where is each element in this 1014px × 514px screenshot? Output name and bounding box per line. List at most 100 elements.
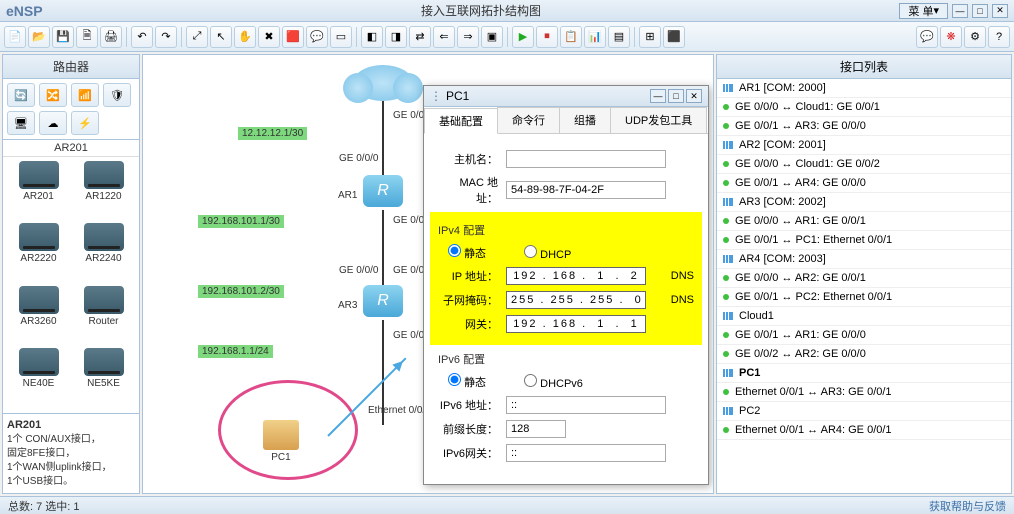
ipv4-static-radio[interactable]: [448, 244, 461, 257]
tb-saveas-icon[interactable]: 🗎: [76, 26, 98, 48]
device-item[interactable]: NE5KE: [72, 348, 135, 408]
device-item[interactable]: NE40E: [7, 348, 70, 408]
tb-huawei-icon[interactable]: ❋: [940, 26, 962, 48]
dialog-tabs: 基础配置 命令行 组播 UDP发包工具: [424, 107, 708, 134]
ip-input[interactable]: [506, 267, 646, 285]
menu-button[interactable]: 菜 单 ▾: [899, 3, 948, 19]
device-icon: [19, 223, 59, 251]
tb-open-icon[interactable]: 📂: [28, 26, 50, 48]
tb-delete-icon[interactable]: ✖: [258, 26, 280, 48]
ipv6-dhcp-radio[interactable]: [524, 374, 537, 387]
tb-settings-icon[interactable]: ⚙: [964, 26, 986, 48]
tab-udp[interactable]: UDP发包工具: [610, 107, 707, 133]
device-item[interactable]: AR201: [7, 161, 70, 221]
device-subheader: AR201: [3, 140, 139, 157]
cat-pc-icon[interactable]: 🖥: [7, 111, 35, 135]
status-help-link[interactable]: 获取帮助与反馈: [929, 498, 1006, 514]
tb-help-icon[interactable]: ?: [988, 26, 1010, 48]
cat-router-icon[interactable]: 🔄: [7, 83, 35, 107]
interface-port[interactable]: GE 0/0/0 ↔ Cloud1: GE 0/0/2: [717, 155, 1011, 174]
tb-left-icon[interactable]: ⇐: [433, 26, 455, 48]
tb-capture-icon[interactable]: 📋: [560, 26, 582, 48]
tb-remove-icon[interactable]: 🟥: [282, 26, 304, 48]
interface-device[interactable]: Cloud1: [717, 307, 1011, 326]
interface-port[interactable]: GE 0/0/0 ↔ AR2: GE 0/0/1: [717, 269, 1011, 288]
tb-grid-icon[interactable]: ⊞: [639, 26, 661, 48]
device-item[interactable]: AR3260: [7, 286, 70, 346]
interface-port[interactable]: GE 0/0/0 ↔ AR1: GE 0/0/1: [717, 212, 1011, 231]
device-item[interactable]: AR2220: [7, 223, 70, 283]
topology-canvas[interactable]: Cloud1 GE 0/0/1 12.12.12.1/30 GE 0/0/0 R…: [142, 54, 714, 494]
gw-input[interactable]: [506, 315, 646, 333]
tab-multicast[interactable]: 组播: [559, 107, 611, 133]
interface-port[interactable]: GE 0/0/1 ↔ AR4: GE 0/0/0: [717, 174, 1011, 193]
tb-start-icon[interactable]: ▶: [512, 26, 534, 48]
tb-connect-icon[interactable]: ⇄: [409, 26, 431, 48]
interface-device[interactable]: AR4 [COM: 2003]: [717, 250, 1011, 269]
node-ar3[interactable]: R: [363, 285, 403, 317]
device-item[interactable]: AR2240: [72, 223, 135, 283]
tb-rect-icon[interactable]: ▭: [330, 26, 352, 48]
tb-save-icon[interactable]: 💾: [52, 26, 74, 48]
host-input[interactable]: [506, 150, 666, 168]
mask-input[interactable]: [506, 291, 646, 309]
ipv6gw-input[interactable]: [506, 444, 666, 462]
tab-cli[interactable]: 命令行: [497, 107, 560, 133]
ipv6addr-input[interactable]: [506, 396, 666, 414]
interface-device[interactable]: PC1: [717, 364, 1011, 383]
interface-port[interactable]: GE 0/0/1 ↔ AR1: GE 0/0/0: [717, 326, 1011, 345]
node-ar1[interactable]: R: [363, 175, 403, 207]
ipv4-dhcp-radio[interactable]: [524, 245, 537, 258]
tb-shape2-icon[interactable]: ◨: [385, 26, 407, 48]
cat-firewall-icon[interactable]: 🛡: [103, 83, 131, 107]
dialog-close-button[interactable]: ✕: [686, 89, 702, 103]
tb-screen-icon[interactable]: ⬛: [663, 26, 685, 48]
interface-device[interactable]: AR2 [COM: 2001]: [717, 136, 1011, 155]
tb-stop-icon[interactable]: ⏹: [536, 26, 558, 48]
cat-cloud-icon[interactable]: ☁: [39, 111, 67, 135]
interface-port[interactable]: GE 0/0/1 ↔ AR3: GE 0/0/0: [717, 117, 1011, 136]
tb-zoomfit-icon[interactable]: ⤢: [186, 26, 208, 48]
maximize-button[interactable]: □: [972, 4, 988, 18]
tb-box-icon[interactable]: ▣: [481, 26, 503, 48]
dialog-minimize-button[interactable]: —: [650, 89, 666, 103]
device-bars-icon: [723, 407, 733, 415]
mac-input[interactable]: [506, 181, 666, 199]
pc1-dialog: ⋮ PC1 — □ ✕ 基础配置 命令行 组播 UDP发包工具 主机名：: [423, 85, 709, 485]
device-item[interactable]: AR1220: [72, 161, 135, 221]
interface-port[interactable]: Ethernet 0/0/1 ↔ AR3: GE 0/0/1: [717, 383, 1011, 402]
tab-basic[interactable]: 基础配置: [424, 108, 498, 134]
tb-redo-icon[interactable]: ↷: [155, 26, 177, 48]
tb-undo-icon[interactable]: ↶: [131, 26, 153, 48]
interface-port[interactable]: GE 0/0/1 ↔ PC1: Ethernet 0/0/1: [717, 231, 1011, 250]
close-button[interactable]: ✕: [992, 4, 1008, 18]
tb-right-icon[interactable]: ⇒: [457, 26, 479, 48]
interface-device[interactable]: AR3 [COM: 2002]: [717, 193, 1011, 212]
prefix-input[interactable]: [506, 420, 566, 438]
dialog-titlebar[interactable]: ⋮ PC1 — □ ✕: [424, 86, 708, 107]
interface-device[interactable]: PC2: [717, 402, 1011, 421]
tb-hand-icon[interactable]: ✋: [234, 26, 256, 48]
cat-switch-icon[interactable]: 🔀: [39, 83, 67, 107]
interface-device[interactable]: AR1 [COM: 2000]: [717, 79, 1011, 98]
tb-text-icon[interactable]: 💬: [306, 26, 328, 48]
tb-chat-icon[interactable]: 💬: [916, 26, 938, 48]
tb-stats-icon[interactable]: 📊: [584, 26, 606, 48]
minimize-button[interactable]: —: [952, 4, 968, 18]
interface-port[interactable]: Ethernet 0/0/1 ↔ AR4: GE 0/0/1: [717, 421, 1011, 440]
dialog-maximize-button[interactable]: □: [668, 89, 684, 103]
interface-port[interactable]: GE 0/0/2 ↔ AR2: GE 0/0/0: [717, 345, 1011, 364]
tb-new-icon[interactable]: 📄: [4, 26, 26, 48]
tb-print-icon[interactable]: 🖨: [100, 26, 122, 48]
tb-cli-icon[interactable]: ▤: [608, 26, 630, 48]
cat-wlan-icon[interactable]: 📶: [71, 83, 99, 107]
ipv6-static-radio[interactable]: [448, 373, 461, 386]
node-cloud1[interactable]: [353, 65, 413, 101]
interface-port[interactable]: GE 0/0/1 ↔ PC2: Ethernet 0/0/1: [717, 288, 1011, 307]
cat-link-icon[interactable]: ⚡: [71, 111, 99, 135]
tb-shape1-icon[interactable]: ◧: [361, 26, 383, 48]
tb-pointer-icon[interactable]: ↖: [210, 26, 232, 48]
interface-port[interactable]: GE 0/0/0 ↔ Cloud1: GE 0/0/1: [717, 98, 1011, 117]
device-item[interactable]: Router: [72, 286, 135, 346]
node-pc1[interactable]: PC1: [263, 420, 299, 463]
